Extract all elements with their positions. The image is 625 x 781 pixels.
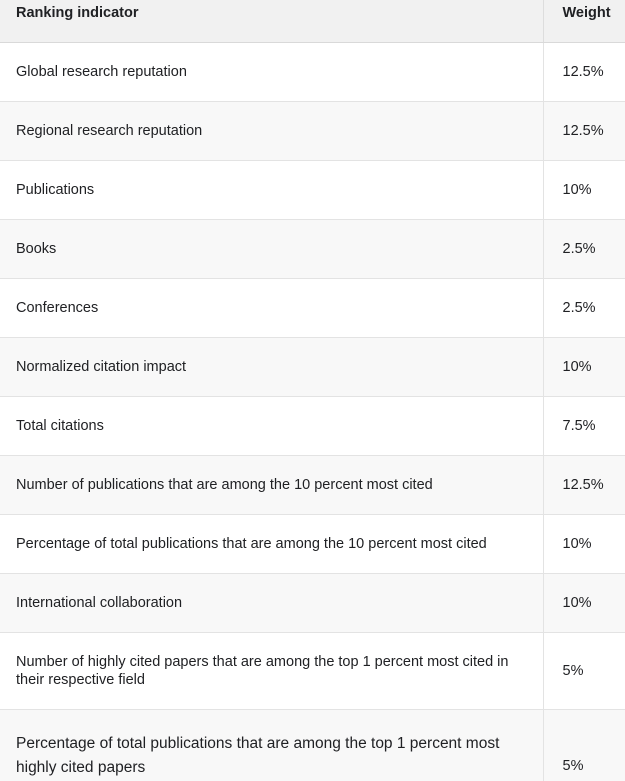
weight-cell: 10% — [542, 514, 625, 574]
table-body: Global research reputation 12.5% Regiona… — [0, 42, 625, 781]
weight-cell: 5% — [542, 709, 625, 781]
weight-cell: 2.5% — [542, 219, 625, 279]
weight-cell: 2.5% — [542, 278, 625, 338]
weight-cell: 10% — [542, 573, 625, 633]
table-row: Publications 10% — [0, 160, 625, 220]
weight-cell: 5% — [542, 632, 625, 710]
indicator-cell: Publications — [0, 160, 543, 220]
indicator-cell: Total citations — [0, 396, 543, 456]
weight-cell: 12.5% — [542, 455, 625, 515]
indicator-cell: Percentage of total publications that ar… — [16, 734, 500, 776]
table-row: Conferences 2.5% — [0, 278, 625, 338]
table-row: Books 2.5% — [0, 219, 625, 279]
header-row: Ranking indicator Weight — [0, 0, 625, 43]
indicator-cell: International collaboration — [0, 573, 543, 633]
indicator-cell: Conferences — [0, 278, 543, 338]
indicator-cell: Global research reputation — [0, 42, 543, 102]
weight-cell: 10% — [542, 160, 625, 220]
weight-cell: 10% — [542, 337, 625, 397]
table-header: Ranking indicator Weight — [0, 0, 625, 43]
indicator-cell: Normalized citation impact — [0, 337, 543, 397]
column-header-indicator: Ranking indicator — [0, 0, 543, 43]
table-row: Total citations 7.5% — [0, 396, 625, 456]
indicator-cell: Number of highly cited papers that are a… — [0, 632, 543, 710]
indicator-cell: Books — [0, 219, 543, 279]
weight-cell: 7.5% — [542, 396, 625, 456]
indicator-cell: Percentage of total publications that ar… — [0, 514, 543, 574]
weight-cell: 12.5% — [542, 101, 625, 161]
indicator-cell: Number of publications that are among th… — [0, 455, 543, 515]
table-row: Normalized citation impact 10% — [0, 337, 625, 397]
table-row: Global research reputation 12.5% — [0, 42, 625, 102]
column-header-weight: Weight — [542, 0, 625, 43]
table-row: Percentage of total publications that ar… — [0, 709, 625, 781]
table-row: Number of highly cited papers that are a… — [0, 632, 625, 710]
weight-cell: 12.5% — [542, 42, 625, 102]
table-row: Number of publications that are among th… — [0, 455, 625, 515]
indicator-cell: Regional research reputation — [0, 101, 543, 161]
table-row: Percentage of total publications that ar… — [0, 514, 625, 574]
table-row: Regional research reputation 12.5% — [0, 101, 625, 161]
table-row: International collaboration 10% — [0, 573, 625, 633]
